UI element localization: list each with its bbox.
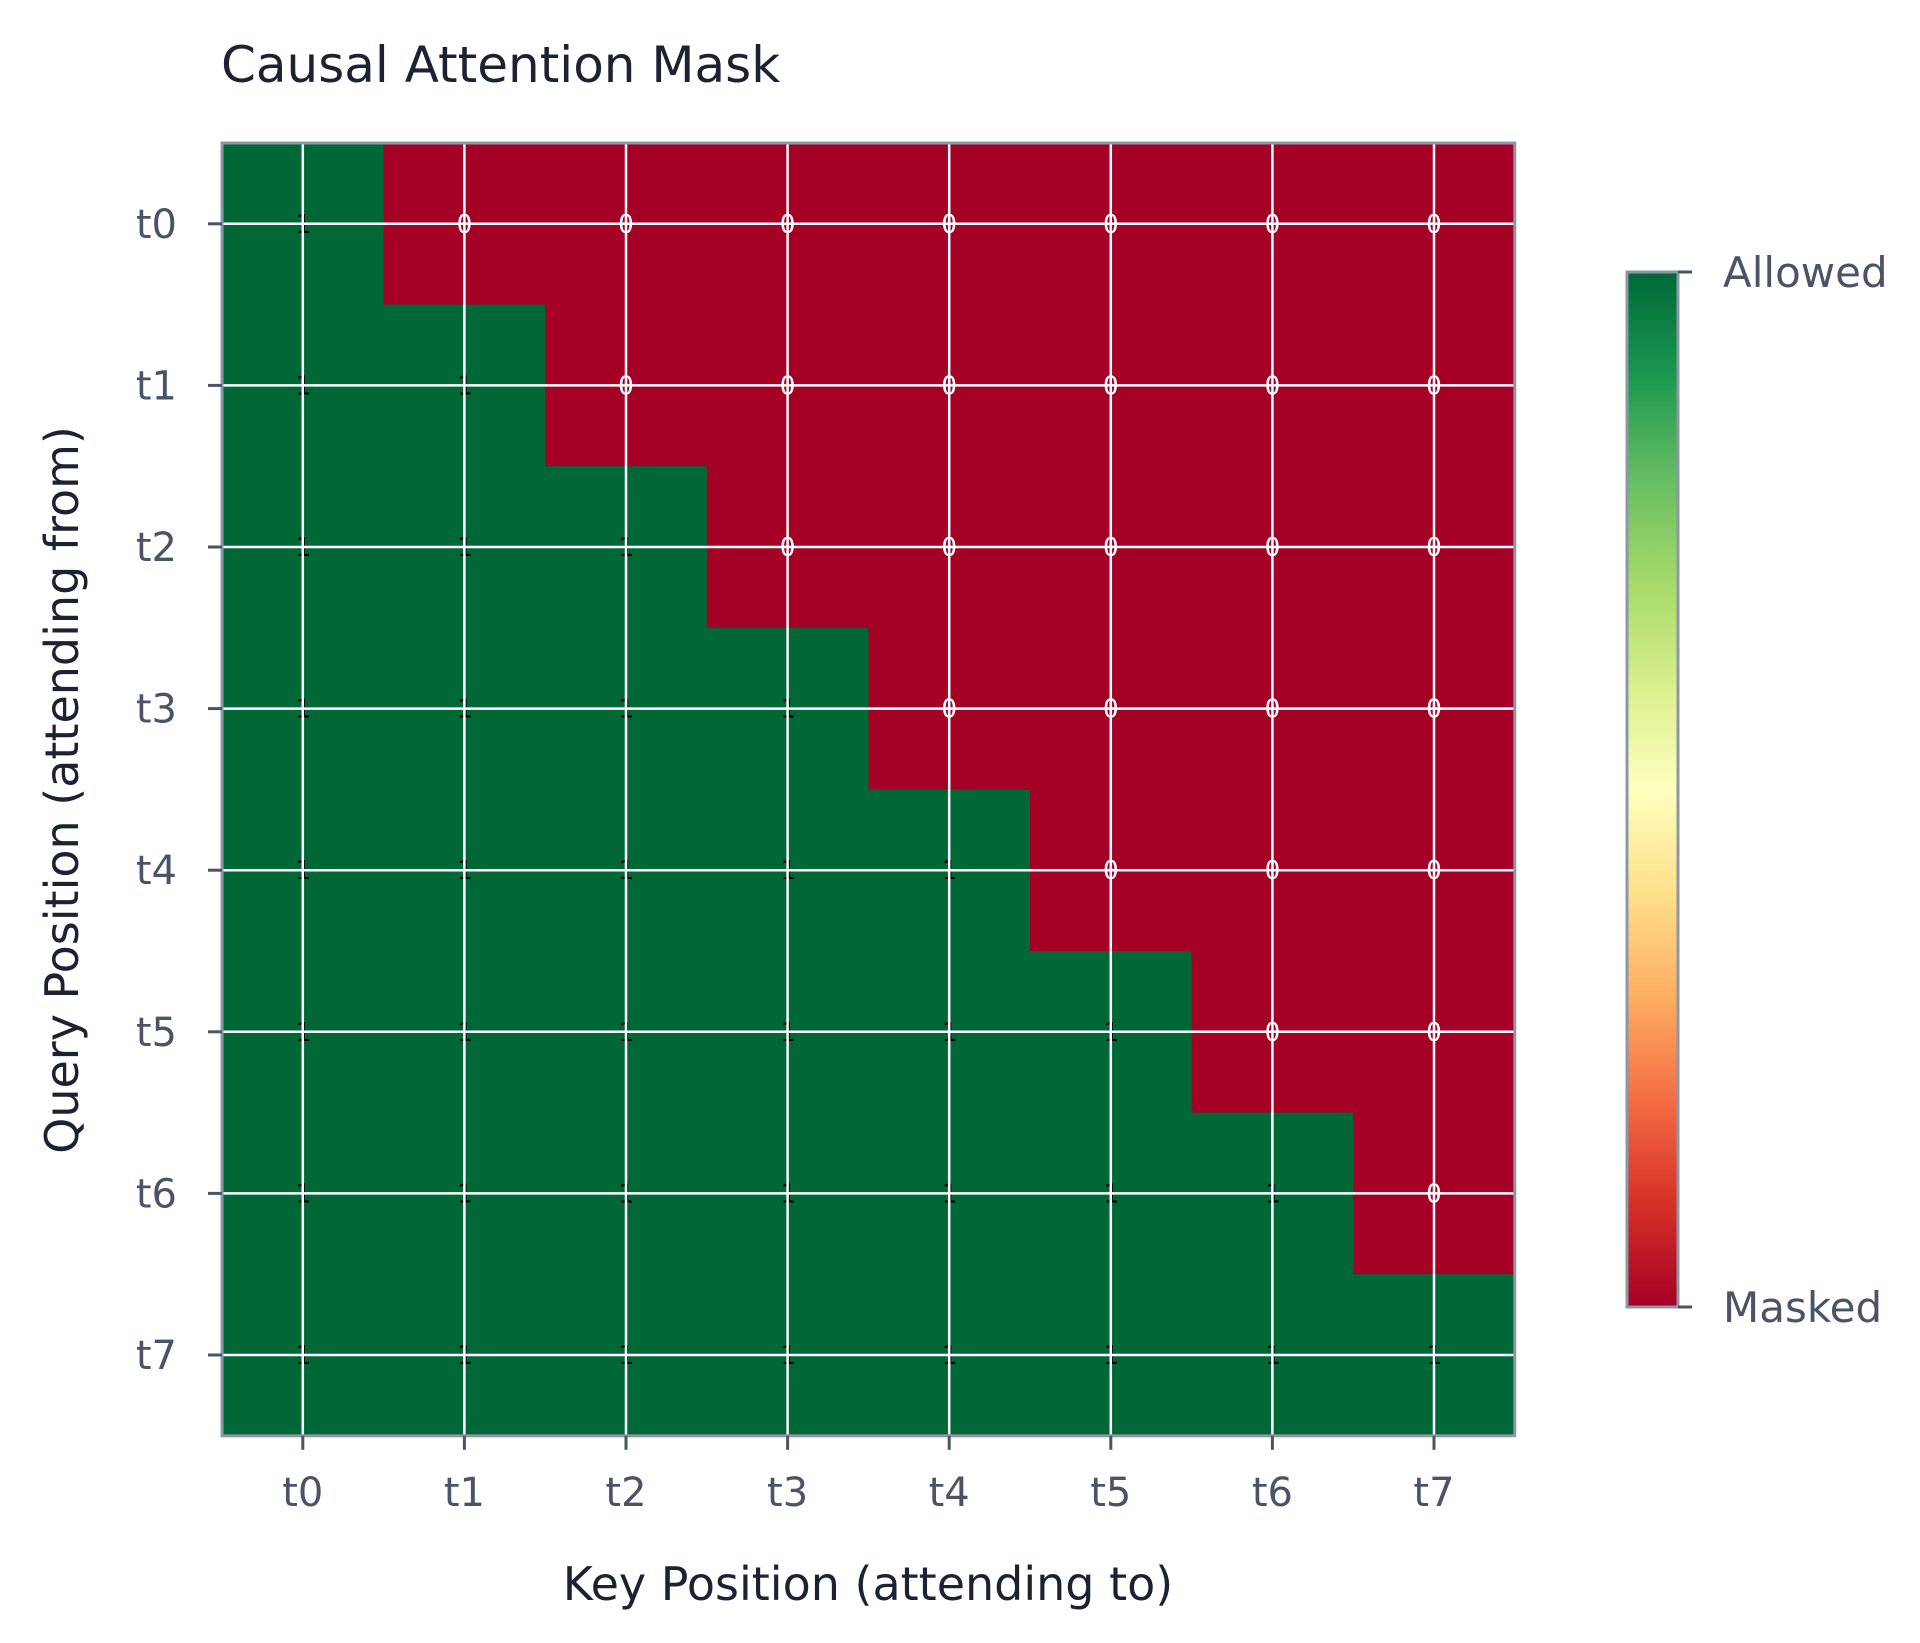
- y-tick-label: t1: [136, 363, 177, 409]
- y-axis-ticks: t0 t1 t2 t3 t4 t5 t6 t7: [136, 202, 222, 1379]
- x-axis-ticks: t0 t1 t2 t3 t4 t5 t6 t7: [282, 1435, 1455, 1516]
- heatmap-cells: [222, 143, 1516, 1437]
- x-tick-label: t5: [1090, 1470, 1131, 1516]
- x-tick-label: t2: [605, 1470, 646, 1516]
- y-tick-label: t2: [136, 525, 177, 571]
- colorbar-label-masked: Masked: [1723, 1283, 1882, 1332]
- y-tick-label: t6: [136, 1171, 177, 1217]
- x-tick-label: t7: [1413, 1470, 1454, 1516]
- x-tick-label: t6: [1252, 1470, 1293, 1516]
- colorbar-label-allowed: Allowed: [1723, 248, 1888, 297]
- colorbar: [1625, 270, 1680, 1309]
- plot-frame: [220, 141, 1517, 1438]
- chart-title: Causal Attention Mask: [221, 36, 780, 94]
- y-tick-label: t7: [136, 1333, 177, 1379]
- y-axis-label: Query Position (attending from): [35, 426, 89, 1154]
- x-tick-label: t0: [282, 1470, 323, 1516]
- x-tick-label: t1: [444, 1470, 485, 1516]
- y-tick-label: t4: [136, 848, 177, 894]
- x-tick-label: t4: [929, 1470, 970, 1516]
- x-tick-label: t3: [767, 1470, 808, 1516]
- x-axis-label: Key Position (attending to): [563, 1557, 1174, 1611]
- y-tick-label: t3: [136, 687, 177, 733]
- gridlines: [222, 143, 1515, 1436]
- y-tick-label: t0: [136, 202, 177, 248]
- y-tick-label: t5: [136, 1010, 177, 1056]
